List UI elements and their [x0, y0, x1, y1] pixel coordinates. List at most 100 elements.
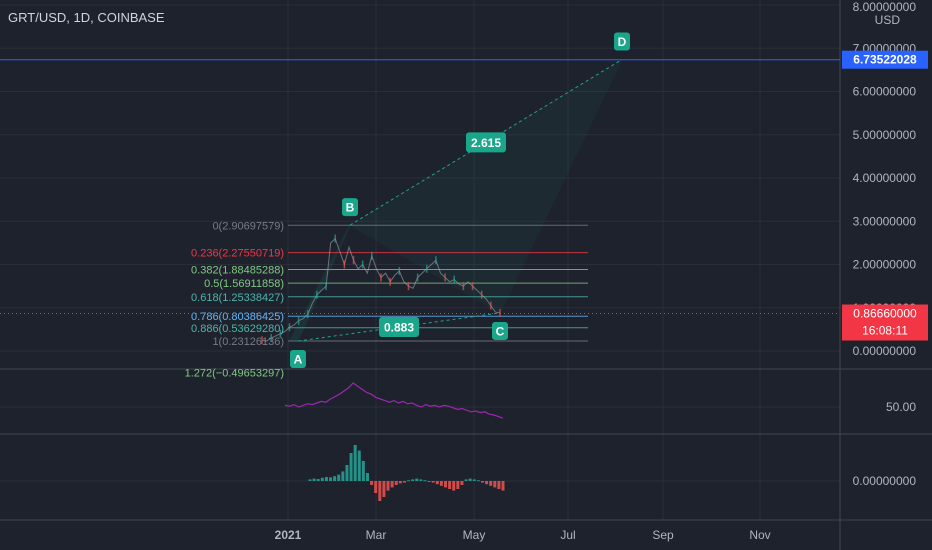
- rsi-line: [284, 382, 504, 419]
- fib-level-label: 0.382(1.88485288): [191, 264, 284, 276]
- time-tick-label: Nov: [749, 528, 770, 542]
- macd-bar: [349, 453, 353, 481]
- point-label-b-box: [342, 198, 358, 217]
- macd-bar: [341, 471, 345, 481]
- fib-level-label: 0.236(2.27550719): [191, 248, 284, 260]
- fib-level-label: 0.786(0.80386425): [191, 311, 284, 323]
- fib-retracement[interactable]: 0(2.90697579) 0.236(2.27550719) 0.382(1.88…: [185, 220, 588, 379]
- macd-bar: [452, 481, 456, 491]
- macd-bar: [435, 481, 439, 485]
- price-tick-label: 5.00000000: [853, 128, 917, 142]
- ratio-label-box: [466, 132, 506, 153]
- macd-bar: [337, 474, 341, 481]
- rsi-pane: [284, 382, 504, 419]
- ac-ratio-line: [297, 312, 501, 342]
- ratio-label-box: [379, 316, 419, 337]
- macd-pane: [308, 445, 505, 501]
- macd-bar: [374, 481, 378, 493]
- macd-bar: [415, 478, 419, 481]
- ratio-label: 2.615: [471, 136, 501, 150]
- point-label-d: D: [618, 35, 627, 49]
- countdown-label: 16:08:11: [862, 324, 908, 338]
- macd-bar: [468, 478, 472, 481]
- macd-bar: [378, 481, 382, 501]
- macd-bar: [439, 481, 443, 486]
- price-tick-label: 3.00000000: [853, 214, 917, 228]
- macd-bar: [324, 477, 328, 481]
- symbol-title: GRT/USD, 1D, COINBASE: [8, 10, 165, 25]
- fib-level-label: 0.5(1.56911858): [204, 278, 284, 290]
- price-tick-label: 8.00000000: [853, 0, 917, 14]
- harmonic-pattern[interactable]: A B C D 2.615 0.883: [289, 32, 630, 369]
- point-label-a-box: [290, 350, 306, 369]
- macd-bar: [427, 481, 431, 482]
- fib-level-label: 1(0.23126136): [212, 336, 284, 348]
- last-price-label: 0.86660000: [853, 307, 917, 321]
- ratio-label: 0.883: [384, 320, 414, 334]
- last-price-tag: [842, 304, 928, 341]
- price-labels: 6.73522028 0.86660000 16:08:11: [0, 50, 928, 341]
- macd-bar: [485, 481, 489, 485]
- macd-bar: [501, 481, 505, 491]
- macd-bar: [316, 479, 320, 481]
- time-tick-label: Sep: [652, 528, 674, 542]
- macd-bar: [382, 481, 386, 497]
- macd-bar: [493, 481, 497, 488]
- macd-bar: [370, 481, 374, 485]
- macd-bar: [411, 479, 415, 481]
- point-label-b: B: [346, 201, 355, 215]
- fib-level-label: 0(2.90697579): [212, 220, 284, 232]
- macd-bar: [353, 445, 357, 481]
- macd-bar: [431, 481, 435, 483]
- macd-bar: [390, 481, 394, 488]
- macd-bar: [320, 477, 324, 481]
- macd-bar: [407, 480, 411, 482]
- macd-bar: [365, 473, 369, 481]
- xab-triangle: [289, 224, 351, 342]
- target-price-label: 6.73522028: [853, 53, 917, 67]
- macd-bar: [489, 481, 493, 486]
- macd-bar: [398, 481, 402, 484]
- macd-bar: [357, 450, 361, 481]
- fib-level-label: 1.272(−0.49653297): [185, 367, 284, 379]
- price-unit-label: USD: [875, 13, 901, 27]
- macd-bar: [333, 476, 337, 481]
- time-tick-label: Mar: [366, 528, 387, 542]
- macd-bar: [423, 480, 427, 482]
- point-label-c: C: [496, 324, 505, 338]
- time-tick-label: May: [463, 528, 486, 542]
- point-label-c-box: [492, 321, 508, 340]
- bd-ratio-line: [349, 59, 623, 226]
- price-series: [261, 234, 501, 345]
- target-price-tag: [842, 50, 928, 69]
- macd-tick-label: 0.00000000: [853, 474, 917, 488]
- macd-bar: [361, 461, 365, 481]
- rsi-tick-label: 50.00: [886, 400, 916, 414]
- point-label-a: A: [294, 353, 303, 367]
- time-tick-label: 2021: [275, 528, 302, 542]
- macd-bar: [497, 481, 501, 489]
- macd-bar: [329, 477, 333, 481]
- price-tick-label: 2.00000000: [853, 258, 917, 272]
- macd-bar: [476, 480, 480, 482]
- macd-bar: [312, 478, 316, 481]
- time-tick-label: Jul: [560, 528, 575, 542]
- point-label-d-box: [614, 32, 630, 51]
- macd-bar: [456, 481, 460, 489]
- macd-bar: [460, 481, 464, 485]
- price-tick-label: 6.00000000: [853, 85, 917, 99]
- price-tick-label: 4.00000000: [853, 171, 917, 185]
- macd-bar: [308, 479, 312, 481]
- macd-bar: [480, 481, 484, 483]
- macd-bar: [394, 481, 398, 485]
- macd-bar: [444, 481, 448, 488]
- macd-bar: [419, 479, 423, 481]
- macd-bar: [402, 481, 406, 483]
- fib-level-label: 0.886(0.53629280): [191, 323, 284, 335]
- fib-level-label: 0.618(1.25338427): [191, 292, 284, 304]
- macd-bar: [345, 465, 349, 481]
- price-tick-label: 0.00000000: [853, 344, 917, 358]
